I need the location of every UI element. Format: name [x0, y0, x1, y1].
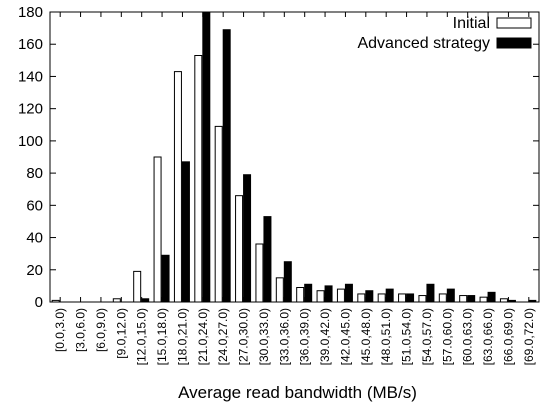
bar-advanced-strategy — [324, 285, 333, 303]
bar-advanced-strategy — [344, 283, 353, 303]
bar-initial — [235, 195, 244, 303]
bar-initial — [316, 290, 325, 303]
y-tick-label: 140 — [18, 68, 43, 85]
bar-advanced-strategy — [263, 216, 272, 303]
bar-initial — [357, 293, 366, 303]
bar-advanced-strategy — [181, 161, 190, 303]
x-tick-label: [12.0,15.0) — [135, 308, 149, 365]
x-tick-label: [63.0,66.0) — [481, 308, 495, 365]
bar-initial — [153, 156, 162, 303]
bar-advanced-strategy — [202, 11, 211, 303]
bar-initial — [479, 296, 488, 303]
bar-advanced-strategy — [446, 288, 455, 303]
y-tick-label: 60 — [26, 197, 43, 214]
y-tick-label: 80 — [26, 165, 43, 182]
legend: Initial Advanced strategy — [357, 15, 532, 52]
bar-advanced-strategy — [222, 29, 231, 303]
y-axis: 0 20 40 60 80 100 120 140 160 180 — [18, 4, 539, 311]
y-tick-label: 180 — [18, 4, 43, 21]
bar-initial — [398, 293, 407, 303]
x-tick-label: [9.0,12.0) — [114, 308, 128, 359]
x-tick-label: [45.0,48.0) — [359, 308, 373, 365]
legend-swatch-advanced-strategy — [496, 37, 532, 49]
x-tick-label: [30.0,33.0) — [257, 308, 271, 365]
x-tick-label: [69.0,72.0) — [522, 308, 536, 365]
bar-initial — [173, 71, 182, 303]
x-tick-label: [21.0,24.0) — [196, 308, 210, 365]
x-tick-label: [66.0,69.0) — [501, 308, 515, 365]
x-axis: [0.0,3.0) [3.0,6.0) [6.0,9.0) [9.0,12.0) [12… — [53, 12, 536, 365]
bar-advanced-strategy — [365, 290, 374, 303]
bar-initial — [296, 287, 305, 303]
y-tick-label: 0 — [35, 294, 43, 311]
x-tick-label: [51.0,54.0) — [400, 308, 414, 365]
x-tick-label: [27.0,30.0) — [237, 308, 251, 365]
bar-initial — [133, 270, 142, 303]
x-tick-label: [18.0,21.0) — [175, 308, 189, 365]
y-tick-label: 20 — [26, 262, 43, 279]
legend-label-initial: Initial — [453, 15, 490, 32]
y-tick-label: 100 — [18, 133, 43, 150]
legend-swatch-initial — [496, 17, 532, 29]
legend-label-advanced-strategy: Advanced strategy — [357, 35, 490, 52]
x-tick-label: [48.0,51.0) — [379, 308, 393, 365]
bar-initial — [459, 295, 468, 303]
bars-group — [51, 11, 537, 303]
bar-advanced-strategy — [487, 291, 496, 303]
plot-frame — [49, 11, 540, 303]
x-tick-label: [39.0,42.0) — [318, 308, 332, 365]
x-tick-label: [42.0,45.0) — [338, 308, 352, 365]
x-tick-label: [33.0,36.0) — [277, 308, 291, 365]
x-tick-label: [3.0,6.0) — [74, 308, 88, 352]
bar-initial — [336, 288, 345, 303]
y-tick-label: 160 — [18, 36, 43, 53]
x-tick-label: [54.0,57.0) — [420, 308, 434, 365]
x-tick-label: [36.0,39.0) — [298, 308, 312, 365]
bar-initial — [418, 295, 427, 303]
bar-initial — [438, 293, 447, 303]
bar-advanced-strategy — [385, 288, 394, 303]
x-tick-label: [6.0,9.0) — [94, 308, 108, 352]
y-tick-label: 40 — [26, 230, 43, 247]
x-tick-label: [24.0,27.0) — [216, 308, 230, 365]
bar-advanced-strategy — [243, 174, 252, 303]
bar-advanced-strategy — [406, 293, 415, 303]
bar-initial — [194, 55, 203, 303]
bar-advanced-strategy — [467, 295, 476, 303]
y-tick-label: 120 — [18, 101, 43, 118]
x-axis-title: Average read bandwidth (MB/s) — [178, 383, 417, 402]
bar-initial — [255, 243, 264, 303]
bar-advanced-strategy — [283, 261, 292, 303]
x-tick-label: [60.0,63.0) — [461, 308, 475, 365]
x-tick-label: [0.0,3.0) — [53, 308, 67, 352]
bar-advanced-strategy — [426, 283, 435, 303]
bar-advanced-strategy — [161, 254, 170, 303]
x-tick-label: [15.0,18.0) — [155, 308, 169, 365]
bar-advanced-strategy — [304, 283, 313, 303]
bar-initial — [214, 125, 223, 303]
bar-initial — [377, 293, 386, 303]
bar-initial — [275, 277, 284, 303]
x-tick-label: [57.0,60.0) — [440, 308, 454, 365]
